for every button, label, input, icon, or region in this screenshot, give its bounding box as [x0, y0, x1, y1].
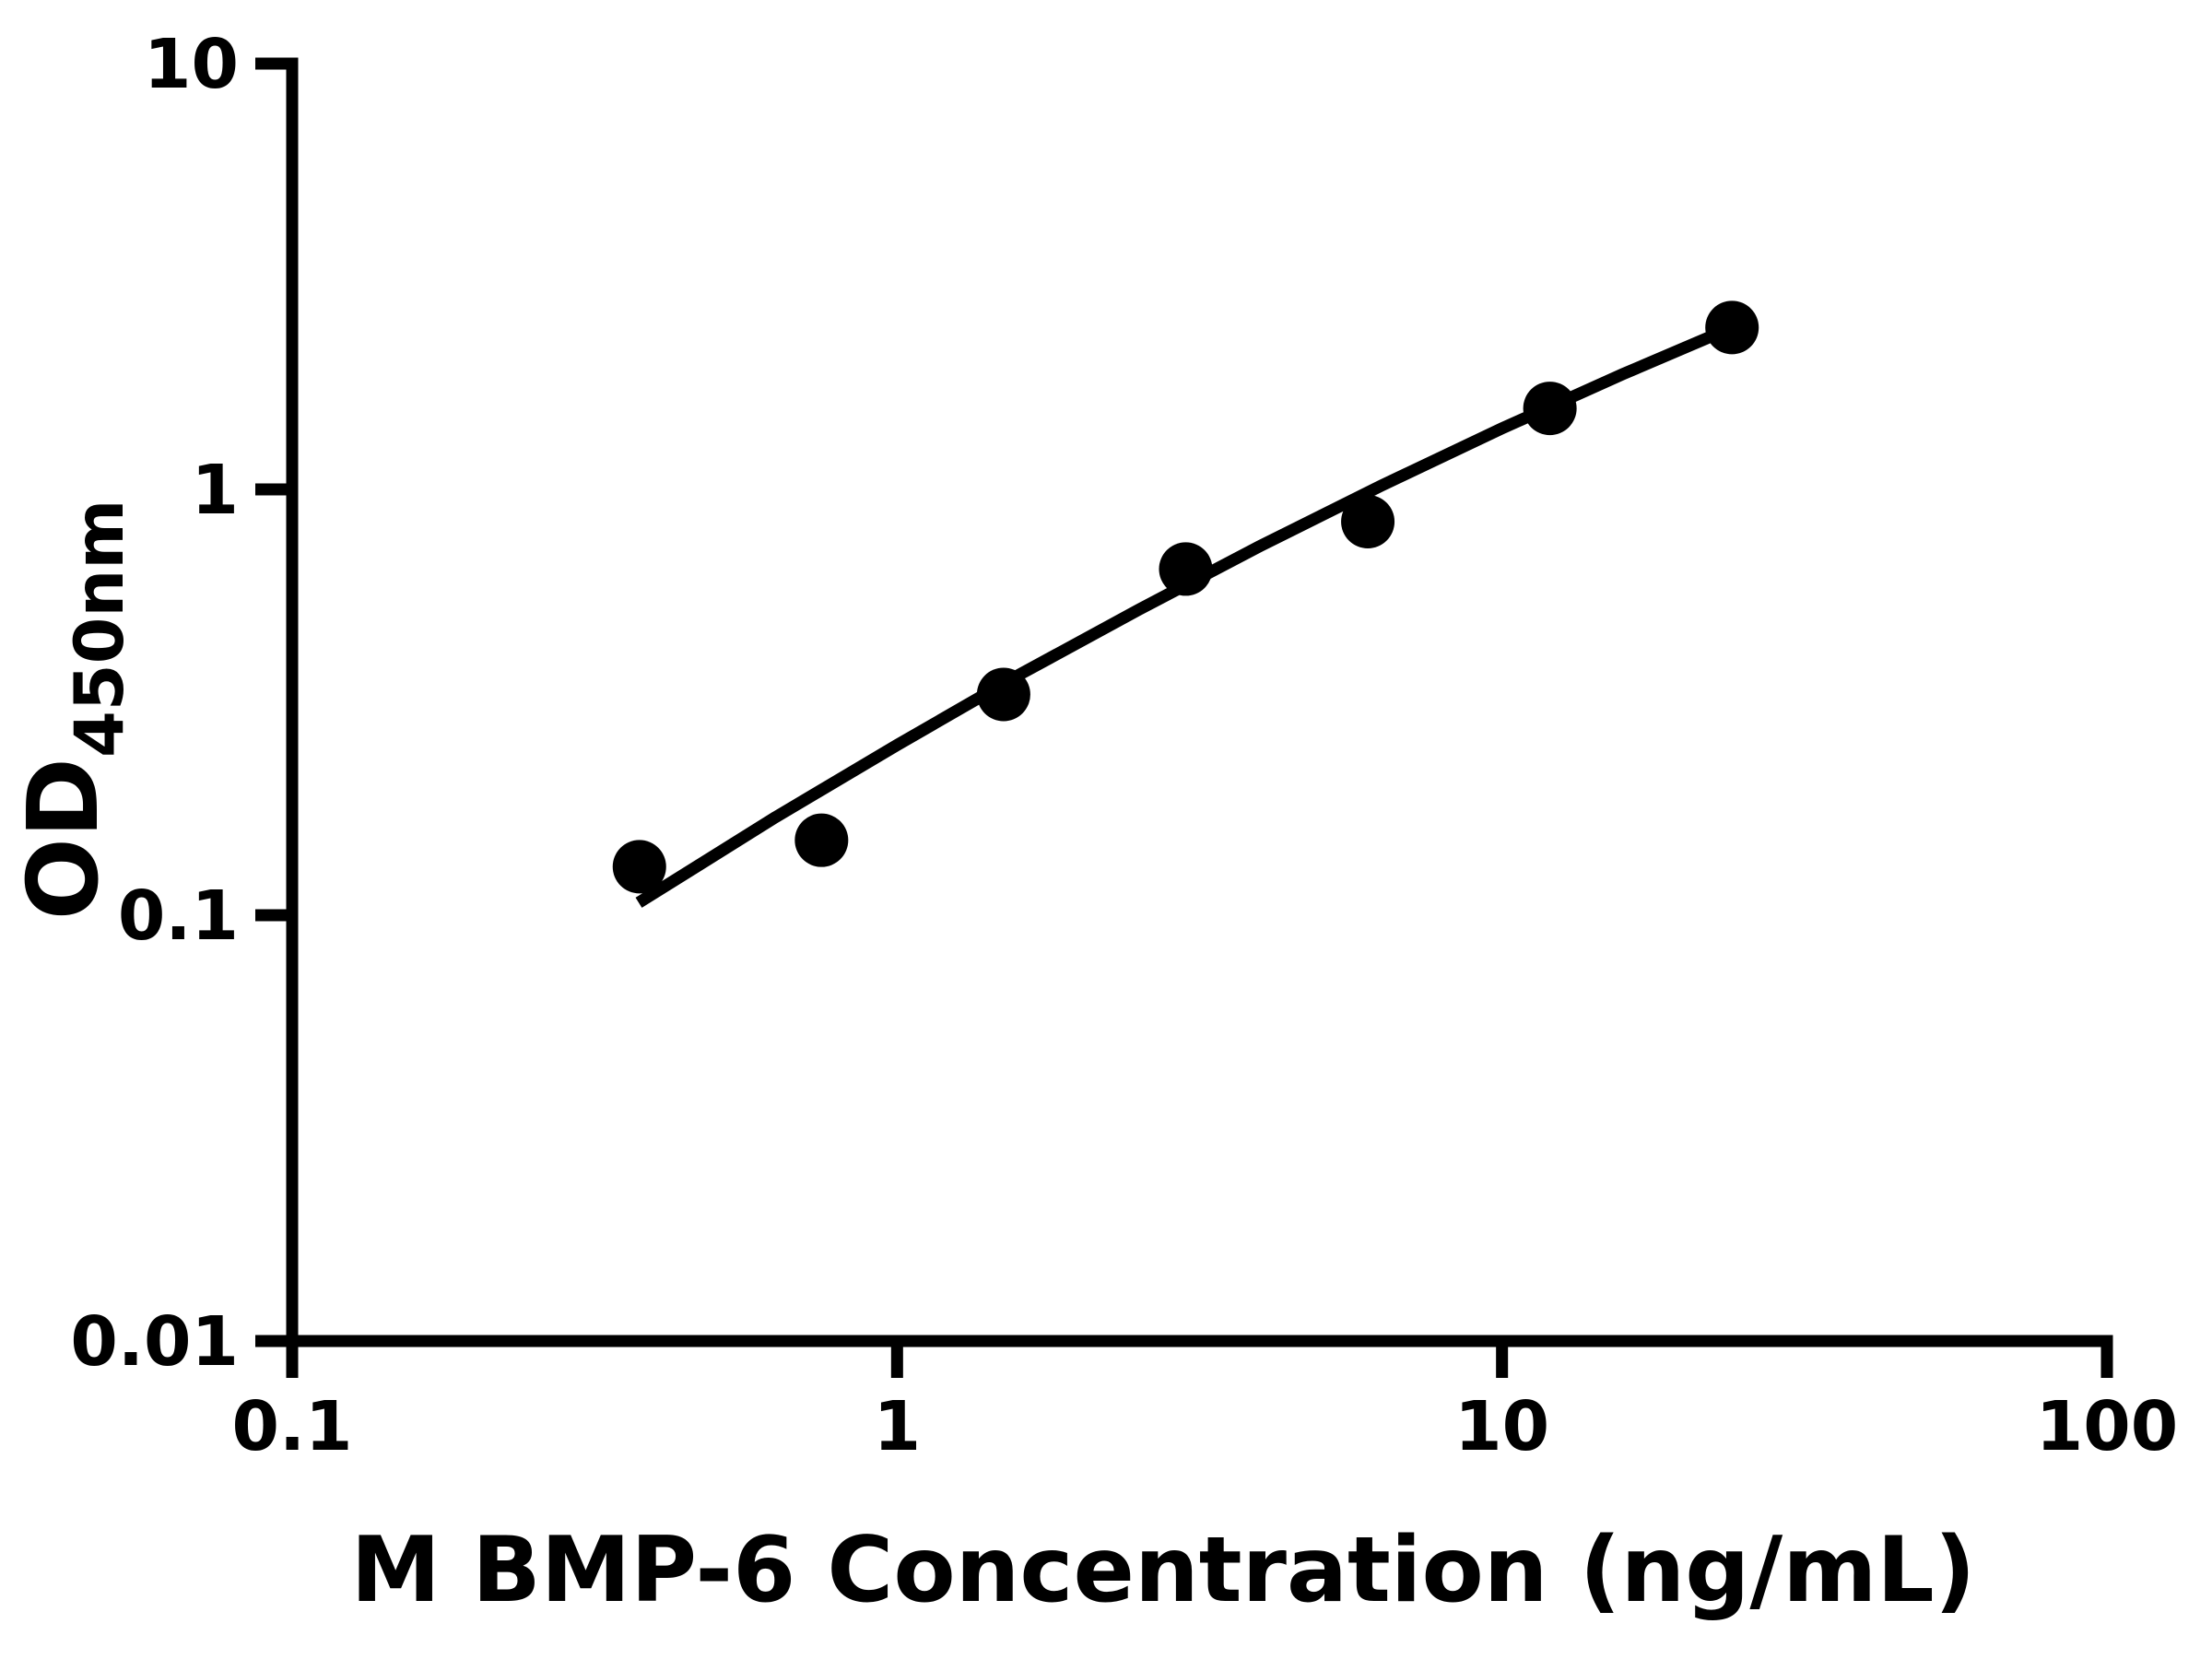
- x-tick-label: 0.1: [231, 1387, 352, 1466]
- x-axis-title: M BMP-6 Concentration (ng/mL): [350, 1518, 1975, 1623]
- x-axis-line: [255, 1335, 2113, 1378]
- data-point: [794, 813, 849, 867]
- y-tick-label: 0.01: [70, 1302, 239, 1382]
- x-tick-label: 100: [2036, 1387, 2178, 1466]
- data-point: [612, 840, 666, 894]
- data-point: [1705, 300, 1759, 355]
- y-tick-label: 0.1: [118, 877, 239, 956]
- x-tick-label: 1: [874, 1387, 922, 1466]
- data-point: [976, 667, 1030, 722]
- data-point: [1523, 382, 1577, 436]
- y-axis-line: [255, 57, 299, 1378]
- data-point: [1341, 494, 1395, 548]
- data-point: [1159, 542, 1213, 596]
- y-tick-label: 1: [192, 451, 240, 530]
- x-tick-label: 10: [1454, 1387, 1549, 1466]
- y-axis-title: OD450nm: [7, 500, 139, 921]
- y-tick-label: 10: [144, 25, 239, 104]
